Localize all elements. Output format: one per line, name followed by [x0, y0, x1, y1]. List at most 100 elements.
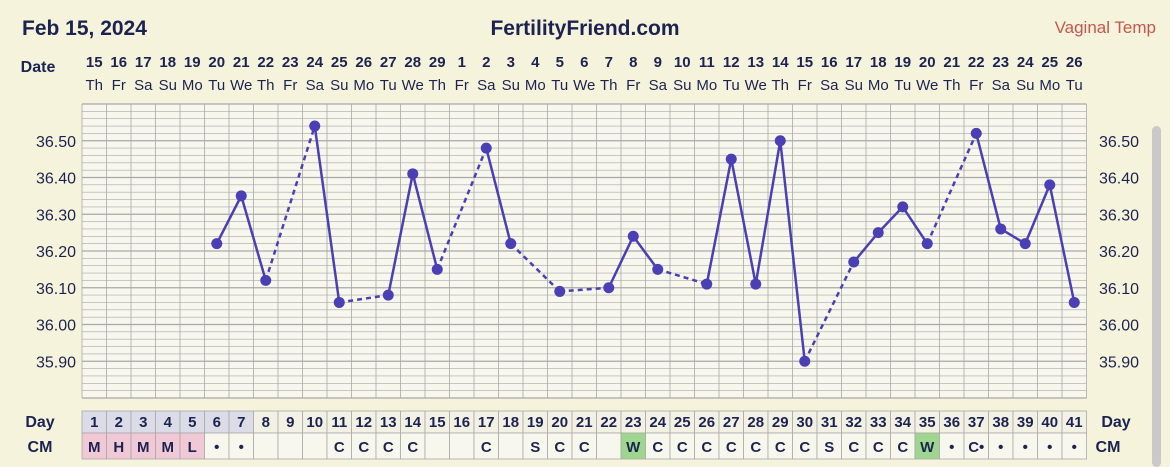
weekday-label: We: [573, 77, 595, 94]
temp-line-segment: [436, 147, 488, 270]
date-label: 27: [380, 54, 397, 71]
y-tick-right: 36.50: [1099, 134, 1139, 151]
weekday-label: Su: [159, 77, 177, 94]
cycle-day-label: 20: [551, 414, 568, 431]
cm-cell: [228, 432, 254, 460]
date-row-label: Date: [21, 59, 56, 76]
cm-value: •: [1072, 439, 1077, 456]
cycle-day-label: 14: [404, 414, 421, 431]
cm-value: W: [626, 439, 641, 456]
date-label: 11: [699, 54, 715, 71]
date-label: 20: [919, 54, 936, 71]
date-label: 10: [674, 54, 691, 71]
vertical-scrollbar[interactable]: [1152, 126, 1161, 467]
weekday-label: Sa: [306, 77, 325, 94]
weekday-label: Fr: [112, 77, 126, 94]
cm-cell: [130, 432, 156, 460]
temp-line-segment: [705, 158, 733, 285]
cm-cell: [204, 432, 230, 460]
weekday-label: Th: [428, 77, 446, 94]
temp-line-segment: [901, 206, 929, 245]
temp-point: [211, 238, 223, 250]
date-label: 21: [943, 54, 960, 71]
date-label: 26: [1066, 54, 1083, 71]
cm-cell: [767, 432, 793, 460]
cycle-day-label: 11: [331, 414, 347, 431]
cm-cell: [179, 432, 205, 460]
cycle-day-label: 39: [1017, 414, 1034, 431]
temp-point: [897, 201, 909, 213]
temp-point: [774, 135, 786, 147]
weekday-label: We: [916, 77, 938, 94]
date-label: 4: [531, 54, 540, 71]
y-tick-right: 36.30: [1099, 207, 1139, 224]
cycle-day-label: 37: [968, 414, 985, 431]
weekday-label: Sa: [134, 77, 153, 94]
temp-line-segment: [607, 235, 635, 289]
cycle-day-label: 3: [139, 414, 147, 431]
cm-cell: [645, 432, 671, 460]
date-label: 16: [110, 54, 127, 71]
cm-value: C: [407, 439, 418, 456]
cm-value: S: [530, 439, 540, 456]
cycle-day-label: 32: [845, 414, 862, 431]
weekday-label: Th: [85, 77, 103, 94]
temp-point: [333, 296, 345, 308]
temp-point: [872, 227, 884, 239]
y-tick-left: 36.00: [36, 318, 76, 335]
cm-cell: [669, 432, 695, 460]
cycle-day-label: 7: [237, 414, 245, 431]
date-label: 2: [482, 54, 490, 71]
cm-value: W: [920, 439, 935, 456]
cm-cell: [326, 432, 352, 460]
date-label: 5: [556, 54, 564, 71]
cm-value: S: [824, 439, 834, 456]
temp-point: [603, 282, 615, 294]
weekday-label: Sa: [649, 77, 668, 94]
cycle-day-label: 24: [649, 414, 666, 431]
date-label: 25: [1041, 54, 1058, 71]
weekday-label: We: [745, 77, 767, 94]
temp-line-segment: [313, 125, 341, 303]
weekday-label: Th: [600, 77, 618, 94]
cycle-day-label: 25: [674, 414, 691, 431]
cycle-day-label: 9: [286, 414, 294, 431]
cm-value: H: [113, 439, 124, 456]
day-row-label-left: Day: [25, 414, 54, 431]
date-label: 26: [355, 54, 372, 71]
y-tick-right: 36.00: [1099, 318, 1139, 335]
temp-point: [921, 238, 933, 250]
weekday-label: Fr: [283, 77, 297, 94]
y-tick-left: 36.20: [36, 244, 76, 261]
cm-cell: [400, 432, 426, 460]
site-title: FertilityFriend.com: [490, 17, 680, 40]
cm-cell: [816, 432, 842, 460]
temp-line-segment: [1048, 184, 1076, 303]
temp-line-segment: [387, 173, 414, 296]
cm-value: C: [701, 439, 712, 456]
cm-row-label-left: CM: [28, 439, 53, 456]
date-label: 8: [629, 54, 637, 71]
temp-point: [995, 223, 1007, 235]
cycle-day-label: 29: [772, 414, 789, 431]
weekday-label: Tu: [723, 77, 740, 94]
y-tick-right: 36.10: [1099, 281, 1139, 298]
cycle-day-label: 22: [600, 414, 617, 431]
y-tick-left: 36.40: [36, 171, 76, 188]
cycle-day-label: 36: [943, 414, 960, 431]
date-label: 22: [257, 54, 274, 71]
cm-value: C: [383, 439, 394, 456]
temp-line-segment: [926, 132, 978, 245]
date-label: 17: [135, 54, 152, 71]
temp-line-segment: [411, 173, 439, 270]
cm-value: •: [998, 439, 1003, 456]
cm-cell: [1061, 432, 1087, 460]
cycle-day-label: 26: [698, 414, 715, 431]
cycle-day-label: 6: [213, 414, 221, 431]
temp-point: [431, 263, 443, 275]
cm-value: C: [726, 439, 737, 456]
cm-cell: [1037, 432, 1063, 460]
temp-line-segment: [852, 231, 880, 263]
temp-point: [554, 285, 566, 297]
cm-value: C: [481, 439, 492, 456]
